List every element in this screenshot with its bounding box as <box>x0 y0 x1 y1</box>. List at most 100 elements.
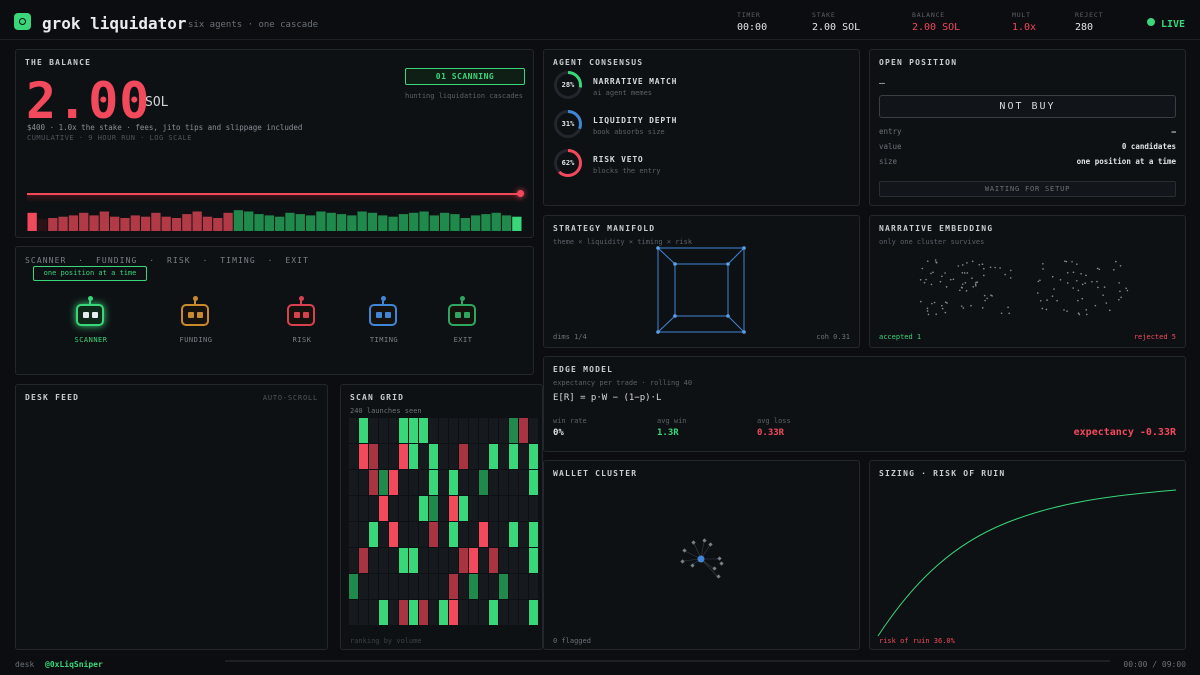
embedding-point <box>921 267 924 270</box>
scan-grid-cell <box>499 496 508 521</box>
balance-line-marker <box>517 190 524 197</box>
robot-eye-icon <box>385 312 391 318</box>
scan-grid-cell <box>489 522 498 547</box>
auto-scroll-toggle[interactable]: AUTO-SCROLL <box>262 394 318 402</box>
embedding-accepted: accepted 1 <box>879 333 922 341</box>
consensus-pct: 62% <box>561 159 575 167</box>
balance-bar <box>285 212 295 231</box>
embedding-point <box>983 294 986 297</box>
consensus-panel: AGENT CONSENSUS <box>543 49 860 206</box>
header-stat-timer: TIMER 00:00 <box>737 11 767 33</box>
position-symbol: — <box>879 78 886 89</box>
scan-grid-cell <box>379 600 388 625</box>
scan-grid-cell <box>359 522 368 547</box>
antenna-icon <box>87 296 93 305</box>
scan-grid-cell <box>429 418 438 443</box>
scan-grid-cell <box>359 600 368 625</box>
balance-bar <box>130 215 140 231</box>
scan-grid-cell <box>349 548 358 573</box>
scan-grid-cell <box>429 444 438 469</box>
scan-grid-cell <box>519 600 528 625</box>
balance-bar <box>305 215 316 231</box>
embedding-point <box>1103 286 1106 288</box>
embedding-point <box>1065 260 1068 263</box>
desk-feed-panel[interactable]: DESK FEED AUTO-SCROLL <box>15 384 328 650</box>
scan-grid-cell <box>359 496 368 521</box>
balance-bar <box>48 218 58 231</box>
embedding-point <box>1125 287 1127 290</box>
balance-bar <box>264 215 274 231</box>
embedding-point <box>931 302 933 305</box>
manifold-dims: dims 1/4 <box>553 333 587 341</box>
scan-grid-cell <box>509 418 518 443</box>
scan-grid-cell <box>499 600 508 625</box>
scan-grid-cell <box>489 470 498 495</box>
embedding-point <box>1056 299 1058 302</box>
embedding-point <box>946 302 948 304</box>
embedding-point <box>1064 260 1066 262</box>
embedding-point <box>1059 278 1062 281</box>
balance-bar <box>378 215 388 231</box>
embedding-point <box>1051 275 1054 278</box>
robot-icon <box>287 304 315 326</box>
scan-grid-cell <box>419 470 428 495</box>
scan-grid-cell <box>529 574 538 599</box>
balance-bar <box>336 214 347 231</box>
scan-grid-cell <box>379 444 388 469</box>
embedding-point <box>1041 307 1044 310</box>
balance-bar <box>316 211 326 231</box>
scan-grid-cell <box>449 574 458 599</box>
not-buy-button[interactable]: NOT BUY <box>879 95 1176 118</box>
scan-grid-cell <box>479 470 488 495</box>
scan-grid-cell <box>379 574 388 599</box>
scan-grid-cell <box>409 600 418 625</box>
scan-grid-cell <box>369 496 378 521</box>
position-row-value: one position at a time <box>1076 157 1176 166</box>
embedding-point <box>934 259 937 261</box>
embedding-point <box>1078 313 1081 316</box>
robot-eye-icon <box>294 312 300 318</box>
scanning-badge[interactable]: 01 SCANNING <box>405 68 525 85</box>
balance-bar <box>233 210 244 231</box>
balance-bar <box>192 211 202 231</box>
consensus-desc: ai agent memes <box>593 89 653 97</box>
robot-eye-icon <box>455 312 461 318</box>
position-row-value: 0 candidates <box>1121 142 1176 151</box>
logo-icon <box>14 13 31 30</box>
scan-grid-cell <box>529 418 538 443</box>
scan-grid-cell <box>439 600 448 625</box>
scan-grid <box>349 418 538 625</box>
scan-grid-cell <box>519 522 528 547</box>
app-subtitle: six agents · one cascade <box>188 20 319 30</box>
embedding-point <box>933 301 936 304</box>
header-stat-value: 2.00 SOL <box>912 22 961 33</box>
scan-grid-cell <box>469 548 478 573</box>
scan-grid-subtitle: 240 launches seen <box>350 407 422 415</box>
agent-tabs[interactable]: SCANNER · FUNDING · RISK · TIMING · EXIT <box>25 256 309 265</box>
balance-bar <box>244 211 254 231</box>
embedding-point <box>1077 312 1080 314</box>
edge-stat: win rate 0% <box>553 417 587 438</box>
embedding-title: NARRATIVE EMBEDDING <box>879 224 994 233</box>
position-pill: one position at a time <box>33 266 147 281</box>
scan-grid-cell <box>399 444 408 469</box>
robot-eye-icon <box>83 312 89 318</box>
balance-bar <box>409 212 419 231</box>
manifold-coh: coh 0.31 <box>816 333 850 341</box>
antenna-icon <box>192 296 198 305</box>
scan-grid-cell <box>399 496 408 521</box>
scan-grid-cell <box>359 574 368 599</box>
embedding-point <box>1007 306 1009 309</box>
edge-stat-value: 0% <box>553 428 564 438</box>
embedding-point <box>923 281 926 284</box>
scan-grid-cell <box>419 548 428 573</box>
footer-handle[interactable]: @0xLiqSniper <box>45 660 103 669</box>
embedding-subtitle: only one cluster survives <box>879 238 985 246</box>
position-panel: OPEN POSITION <box>869 49 1186 206</box>
live-label: LIVE <box>1161 19 1186 30</box>
run-progress[interactable] <box>225 660 1110 662</box>
scan-grid-cell <box>419 574 428 599</box>
scan-grid-cell <box>419 600 428 625</box>
embedding-point <box>939 280 942 283</box>
balance-bar <box>161 216 171 231</box>
